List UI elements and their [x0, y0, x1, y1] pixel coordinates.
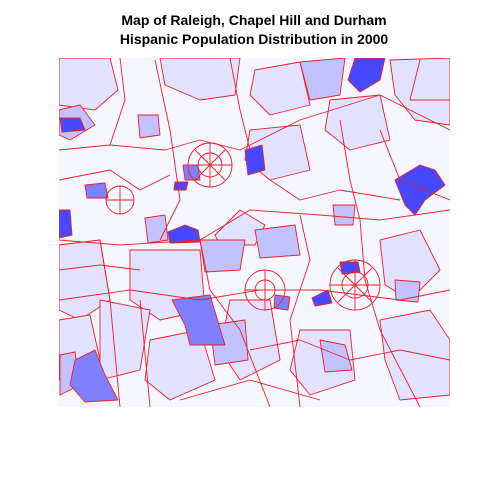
tract-darkest [59, 58, 446, 307]
tract-boundaries [59, 58, 450, 407]
tract-dark [69, 164, 291, 403]
title-line-2: Hispanic Population Distribution in 2000 [120, 31, 389, 47]
tract-light [59, 58, 450, 401]
map [59, 58, 450, 407]
title-line-1: Map of Raleigh, Chapel Hill and Durham [121, 12, 386, 28]
